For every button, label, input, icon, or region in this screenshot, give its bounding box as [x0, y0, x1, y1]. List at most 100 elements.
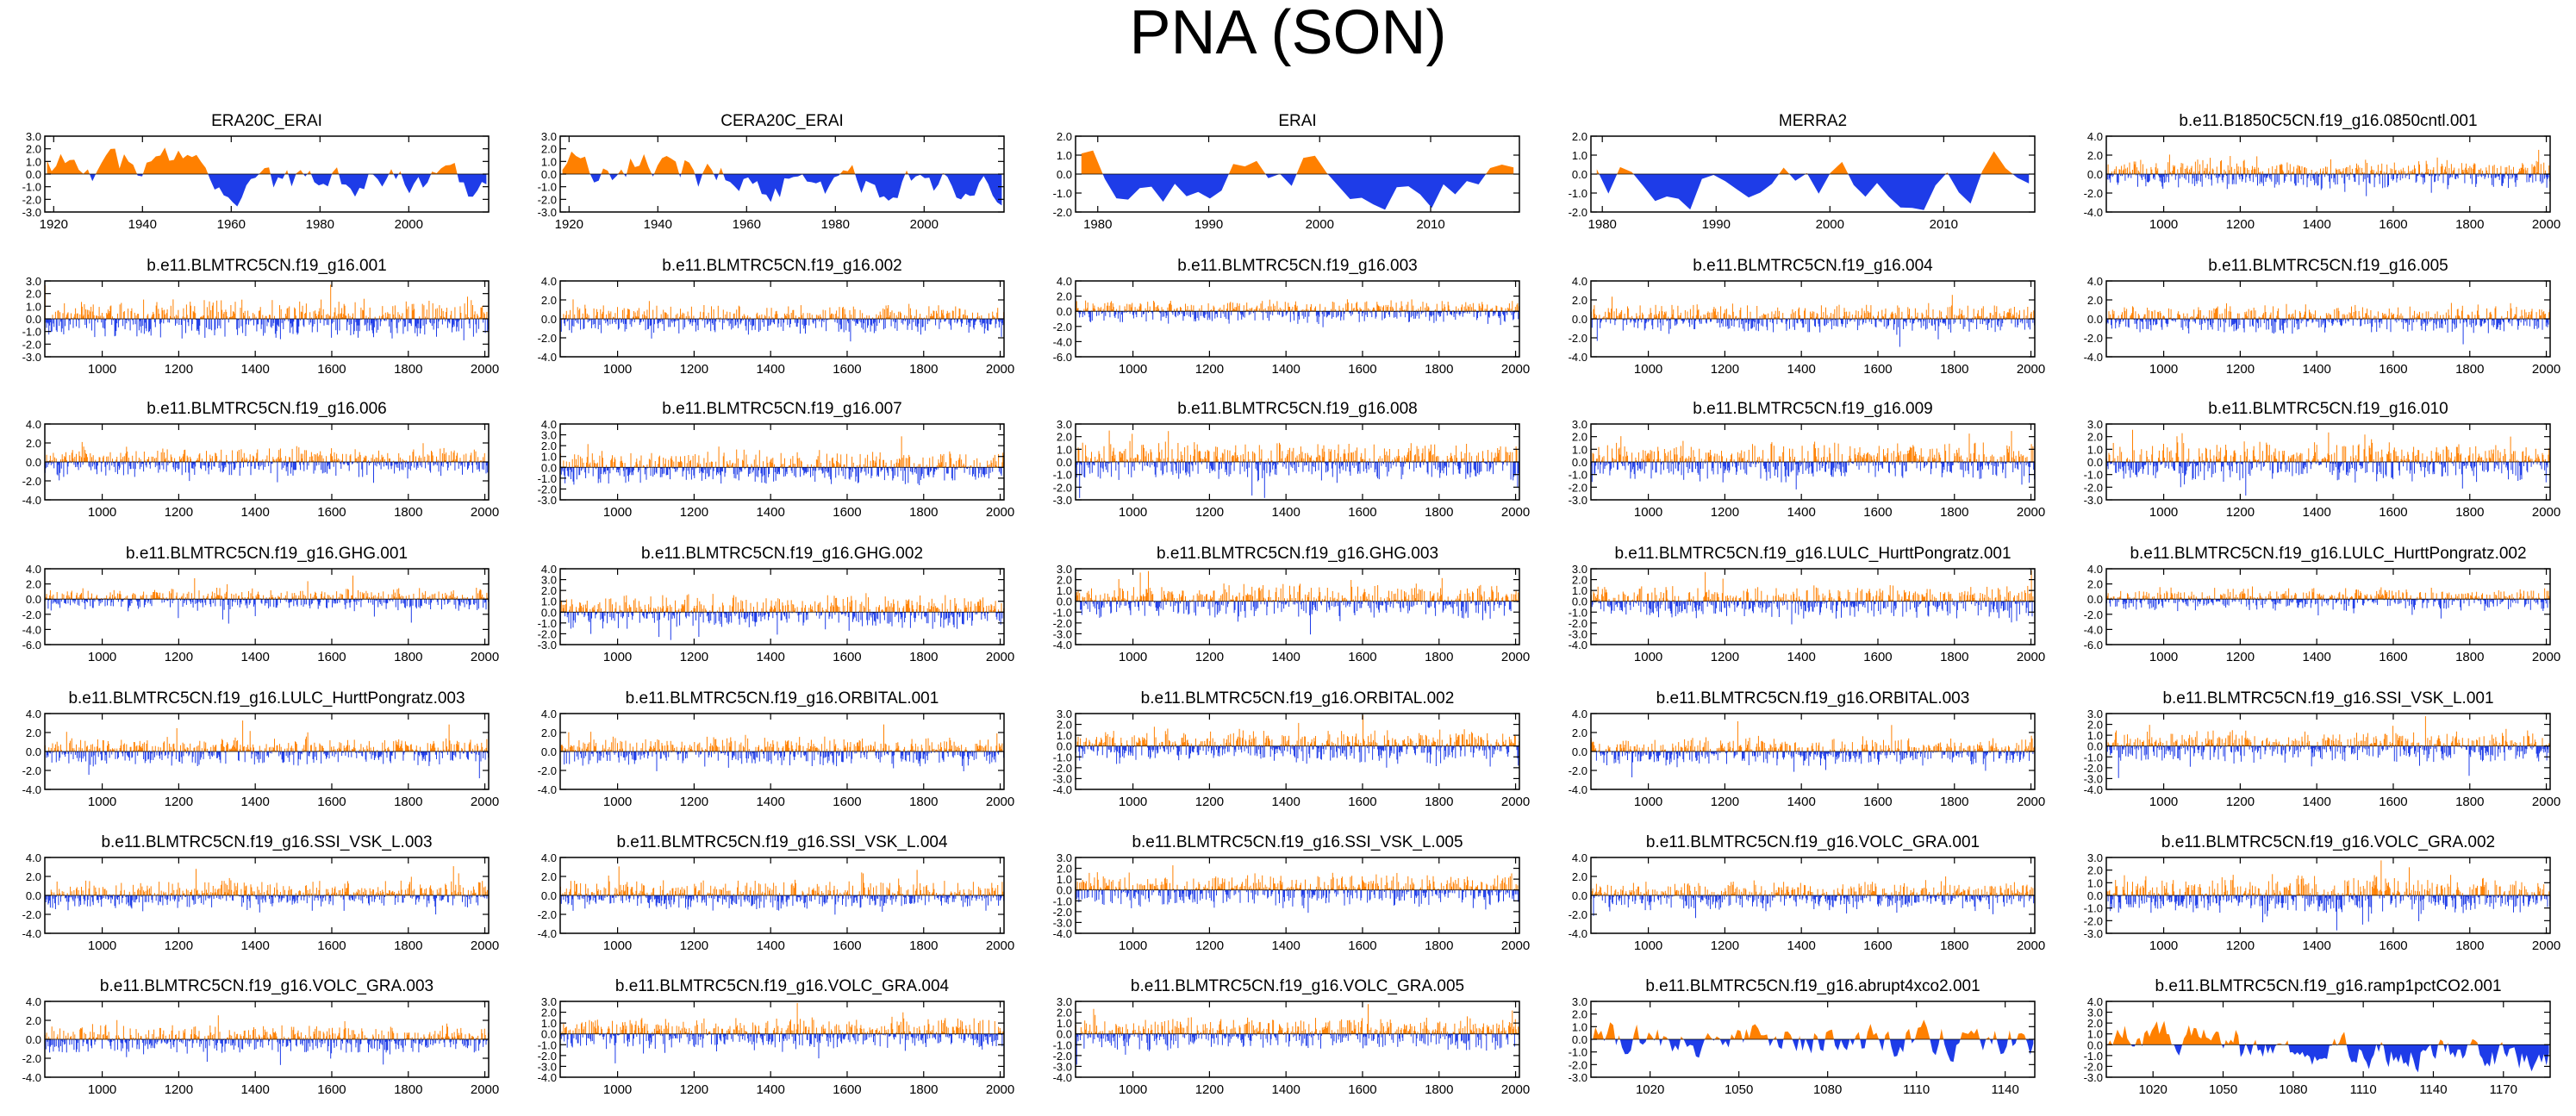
x-tick-label: 1400: [1787, 362, 1815, 377]
x-tick-label: 1600: [2379, 362, 2407, 377]
x-tick-label: 1200: [680, 362, 708, 377]
x-tick-label: 1600: [317, 505, 346, 520]
x-tick-label: 1200: [165, 362, 193, 377]
x-tick-label: 1940: [128, 217, 157, 232]
x-tick-label: 2000: [471, 505, 499, 520]
y-tick-label: 0.0: [1057, 168, 1072, 181]
y-tick-label: 0.0: [1057, 305, 1072, 318]
y-tick-label: -1.0: [1053, 187, 1072, 200]
y-tick-label: 2.0: [1057, 290, 1072, 303]
series: [1075, 299, 1520, 327]
x-tick-label: 2000: [1306, 217, 1334, 232]
y-tick-label: -2.0: [22, 338, 41, 351]
x-tick-label: 1600: [833, 362, 861, 377]
x-tick-label: 1400: [1271, 362, 1300, 377]
series: [559, 299, 1005, 342]
y-tick-label: -4.0: [1053, 335, 1072, 348]
y-tick-label: 2.0: [1572, 294, 1587, 307]
panel-8: b.e11.BLMTRC5CN.f19_g16.003 4.0 2.0 0.0 -2.0…: [1053, 257, 1531, 377]
y-tick-label: 4.0: [1057, 275, 1072, 288]
panel-6: b.e11.BLMTRC5CN.f19_g16.0013.02.01.00.0-…: [22, 257, 500, 377]
y-tick-label: 1.0: [1572, 149, 1587, 162]
y-tick-label: 0.0: [1572, 168, 1587, 181]
y-tick-label: -2.0: [1053, 321, 1072, 334]
y-tick-label: -2.0: [22, 475, 41, 488]
positive-area: [1596, 151, 2030, 174]
y-tick-label: 2.0: [26, 143, 41, 156]
y-tick-label: 3.0: [26, 130, 41, 143]
y-tick-label: 1.0: [1057, 149, 1072, 162]
y-tick-label: 0.0: [26, 168, 41, 181]
y-tick-label: 4.0: [2087, 275, 2103, 288]
negative-area: [1596, 174, 2030, 210]
x-tick-label: 1920: [40, 217, 68, 232]
y-tick-label: 2.0: [1057, 130, 1072, 143]
series: [47, 147, 487, 207]
y-tick-label: 4.0: [541, 275, 557, 288]
y-tick-label: 2.0: [541, 294, 557, 307]
y-tick-label: -2.0: [22, 193, 41, 206]
y-tick-label: 2.0: [1572, 130, 1587, 143]
x-tick-label: 1800: [394, 505, 422, 520]
x-tick-label: 1000: [2149, 217, 2178, 232]
y-tick-label: 0.0: [2087, 168, 2103, 181]
y-tick-label: -4.0: [1569, 351, 1587, 364]
y-tick-label: -2.0: [538, 332, 557, 345]
panel-5: b.e11.B1850C5CN.f19_g16.0850cntl.001 4.0 2…: [2084, 112, 2561, 232]
y-tick-label: -3.0: [538, 206, 557, 219]
y-tick-label: -4.0: [538, 351, 557, 364]
series: [1590, 295, 2036, 347]
y-tick-label: -3.0: [22, 206, 41, 219]
x-tick-label: 1800: [394, 362, 422, 377]
x-tick-label: 1980: [1083, 217, 1112, 232]
x-tick-label: 2000: [471, 362, 499, 377]
y-tick-label: -1.0: [1569, 187, 1587, 200]
x-tick-label: 2000: [2532, 362, 2560, 377]
y-tick-label: 2.0: [541, 143, 557, 156]
y-tick-label: 0.0: [1572, 313, 1587, 326]
x-tick-label: 1400: [2302, 217, 2330, 232]
y-tick-label: 1.0: [541, 155, 557, 168]
y-tick-label: 2.0: [2087, 149, 2103, 162]
y-tick-label: -1.0: [22, 181, 41, 194]
y-tick-label: -4.0: [2084, 206, 2103, 219]
negative-area: [47, 174, 487, 207]
figure-title: PNA (SON): [0, 0, 2576, 65]
series: [2105, 149, 2551, 196]
panel-title: ERA20C_ERAI: [211, 112, 322, 130]
x-tick-label: 1990: [1702, 217, 1731, 232]
y-tick-label: -6.0: [1053, 351, 1072, 364]
x-tick-label: 2000: [910, 217, 939, 232]
x-tick-label: 1600: [317, 362, 346, 377]
x-tick-label: 1400: [756, 362, 784, 377]
x-tick-label: 1600: [1348, 362, 1376, 377]
x-tick-label: 2000: [1816, 217, 1844, 232]
x-tick-label: 1000: [1634, 362, 1662, 377]
panel-title: b.e11.B1850C5CN.f19_g16.0850cntl.001: [2179, 112, 2477, 130]
x-tick-label: 1000: [603, 362, 632, 377]
y-tick-label: -4.0: [22, 494, 41, 507]
panel-title: b.e11.BLMTRC5CN.f19_g16.002: [662, 257, 901, 275]
x-tick-label: 1400: [240, 505, 269, 520]
x-tick-label: 1200: [2226, 362, 2255, 377]
y-tick-label: 0.0: [541, 168, 557, 181]
positive-area: [562, 151, 1002, 174]
x-tick-label: 1960: [217, 217, 246, 232]
y-tick-label: -2.0: [538, 193, 557, 206]
y-tick-label: 2.0: [26, 437, 41, 450]
x-tick-label: 2000: [2532, 217, 2560, 232]
x-tick-label: 1000: [2149, 362, 2178, 377]
positive-area: [47, 147, 487, 174]
series: [1596, 151, 2030, 210]
panel-title: MERRA2: [1779, 112, 1847, 130]
x-tick-label: 1000: [1119, 362, 1147, 377]
panel-title: b.e11.BLMTRC5CN.f19_g16.004: [1693, 257, 1933, 275]
x-tick-label: 1400: [2302, 362, 2330, 377]
panel-title: CERA20C_ERAI: [720, 112, 844, 130]
panel-title: ERAI: [1278, 112, 1316, 130]
y-tick-label: -1.0: [538, 181, 557, 194]
x-tick-label: 1990: [1194, 217, 1223, 232]
x-tick-label: 1600: [2379, 217, 2407, 232]
x-tick-label: 2000: [2017, 362, 2045, 377]
